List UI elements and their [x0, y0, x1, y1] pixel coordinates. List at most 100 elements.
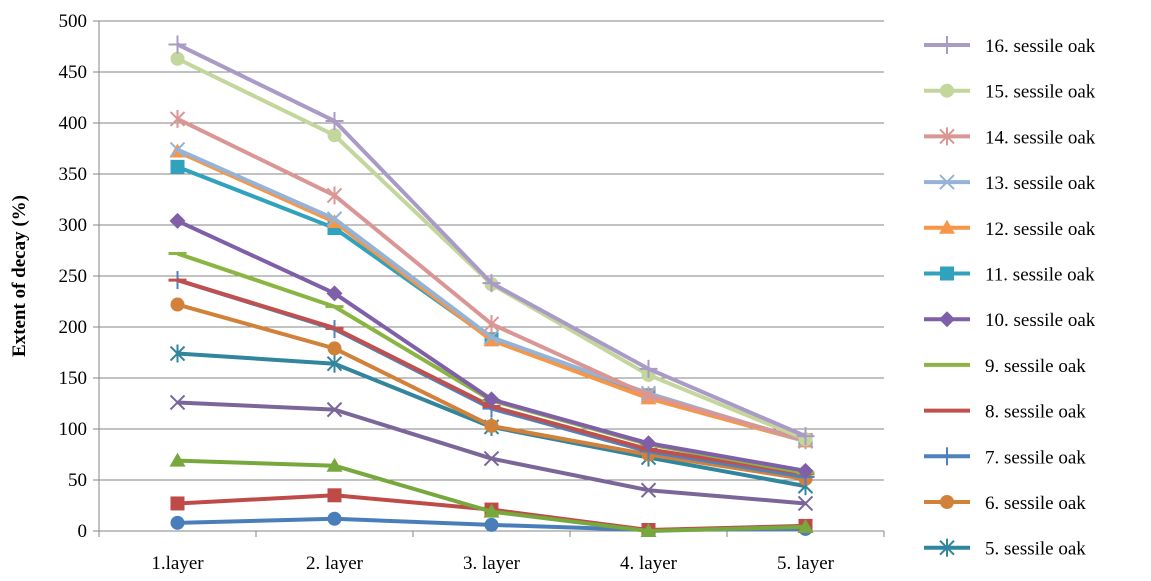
data-point: [640, 523, 657, 537]
legend-marker: [939, 538, 955, 557]
data-point: [483, 391, 500, 408]
legend-label: 7. sessile oak: [985, 447, 1086, 468]
y-tick-label: 0: [78, 521, 88, 542]
legend-item: 5. sessile oak: [924, 538, 1086, 560]
data-point: [327, 341, 342, 356]
data-point: [639, 359, 658, 378]
legend-item: 16. sessile oak: [924, 36, 1096, 57]
y-tick-label: 100: [59, 419, 88, 440]
legend-marker: [940, 83, 954, 98]
data-point: [170, 159, 185, 174]
legend-label: 14. sessile oak: [985, 127, 1096, 148]
x-tick-label: 4. layer: [620, 553, 678, 574]
data-point: [326, 401, 343, 418]
data-point: [169, 212, 186, 229]
data-point: [170, 297, 185, 312]
series-line: [176, 278, 806, 476]
y-tick-label: 350: [59, 164, 88, 185]
data-point: [640, 386, 657, 405]
y-axis-label: Extent of decay (%): [9, 195, 30, 357]
data-point: [796, 427, 815, 446]
data-point: [327, 511, 342, 526]
series-7: [169, 212, 814, 479]
legend-label: 6. sessile oak: [985, 493, 1086, 514]
data-point: [170, 51, 185, 66]
data-point: [326, 186, 343, 205]
y-tick-label: 500: [59, 11, 88, 32]
data-point: [326, 457, 343, 472]
x-tick-label: 5. layer: [777, 553, 835, 574]
legend-label: 11. sessile oak: [985, 265, 1095, 286]
legend-label: 5. sessile oak: [985, 539, 1086, 560]
legend-item: 7. sessile oak: [924, 447, 1086, 468]
data-point: [797, 462, 814, 479]
legend-item: 6. sessile oak: [924, 493, 1086, 514]
data-point: [484, 517, 499, 532]
legend-label: 10. sessile oak: [985, 310, 1096, 331]
legend-marker: [940, 266, 954, 281]
legend-item: 14. sessile oak: [924, 127, 1096, 148]
legend-item: 13. sessile oak: [924, 173, 1096, 194]
data-point: [797, 495, 814, 512]
data-point: [325, 111, 344, 130]
data-point: [169, 344, 186, 363]
legend-marker: [938, 36, 956, 54]
x-tick-label: 1.layer: [151, 553, 204, 574]
y-tick-label: 300: [59, 215, 88, 236]
data-point: [797, 518, 814, 533]
legend-label: 12. sessile oak: [985, 219, 1096, 240]
legend: 16. sessile oak 15. sessile oak 14. sessil…: [924, 36, 1096, 560]
y-tick-label: 150: [59, 368, 88, 389]
legend-marker: [939, 127, 955, 146]
data-point: [168, 35, 187, 54]
data-point: [327, 488, 342, 503]
legend-item: 8. sessile oak: [924, 402, 1086, 423]
data-point: [326, 285, 343, 302]
data-point: [169, 141, 186, 158]
legend-item: 12. sessile oak: [924, 219, 1096, 240]
legend-label: 16. sessile oak: [985, 36, 1096, 57]
y-tick-label: 450: [59, 62, 88, 83]
data-point: [483, 329, 500, 345]
series-2: [170, 51, 813, 447]
series-1: [168, 35, 815, 446]
data-point: [169, 394, 186, 411]
data-point: [326, 211, 343, 227]
y-tick-label: 250: [59, 266, 88, 287]
series-14: [169, 452, 814, 537]
y-tick-label: 200: [59, 317, 88, 338]
x-tick-label: 3. layer: [463, 553, 521, 574]
y-tick-label: 400: [59, 113, 88, 134]
data-point: [326, 354, 343, 373]
legend-marker: [939, 311, 955, 328]
series-13: [169, 394, 814, 512]
x-tick-label: 2. layer: [306, 553, 364, 574]
legend-label: 8. sessile oak: [985, 402, 1086, 423]
data-point: [482, 274, 501, 293]
legend-label: 9. sessile oak: [985, 356, 1086, 377]
legend-marker: [940, 495, 954, 509]
data-point: [640, 435, 657, 452]
data-point: [640, 482, 657, 498]
data-point: [170, 515, 185, 530]
axes: 0 50 100 150 200 250 300 350 400 450 500 1.layer 2. …: [59, 11, 885, 574]
data-point: [169, 109, 186, 128]
data-point: [483, 314, 500, 333]
data-point: [169, 452, 186, 467]
legend-label: 15. sessile oak: [985, 82, 1096, 103]
legend-marker: [938, 447, 956, 466]
series-line: [176, 56, 807, 442]
data-point: [483, 503, 500, 518]
data-point: [484, 418, 499, 433]
data-point: [483, 450, 500, 467]
legend-marker: [939, 219, 955, 234]
legend-item: 15. sessile oak: [924, 82, 1096, 103]
legend-item: 11. sessile oak: [924, 265, 1095, 286]
series-lines: [168, 35, 815, 537]
y-tick-label: 50: [68, 470, 87, 491]
data-point: [327, 128, 342, 143]
data-point: [170, 496, 185, 511]
legend-marker: [939, 174, 955, 190]
